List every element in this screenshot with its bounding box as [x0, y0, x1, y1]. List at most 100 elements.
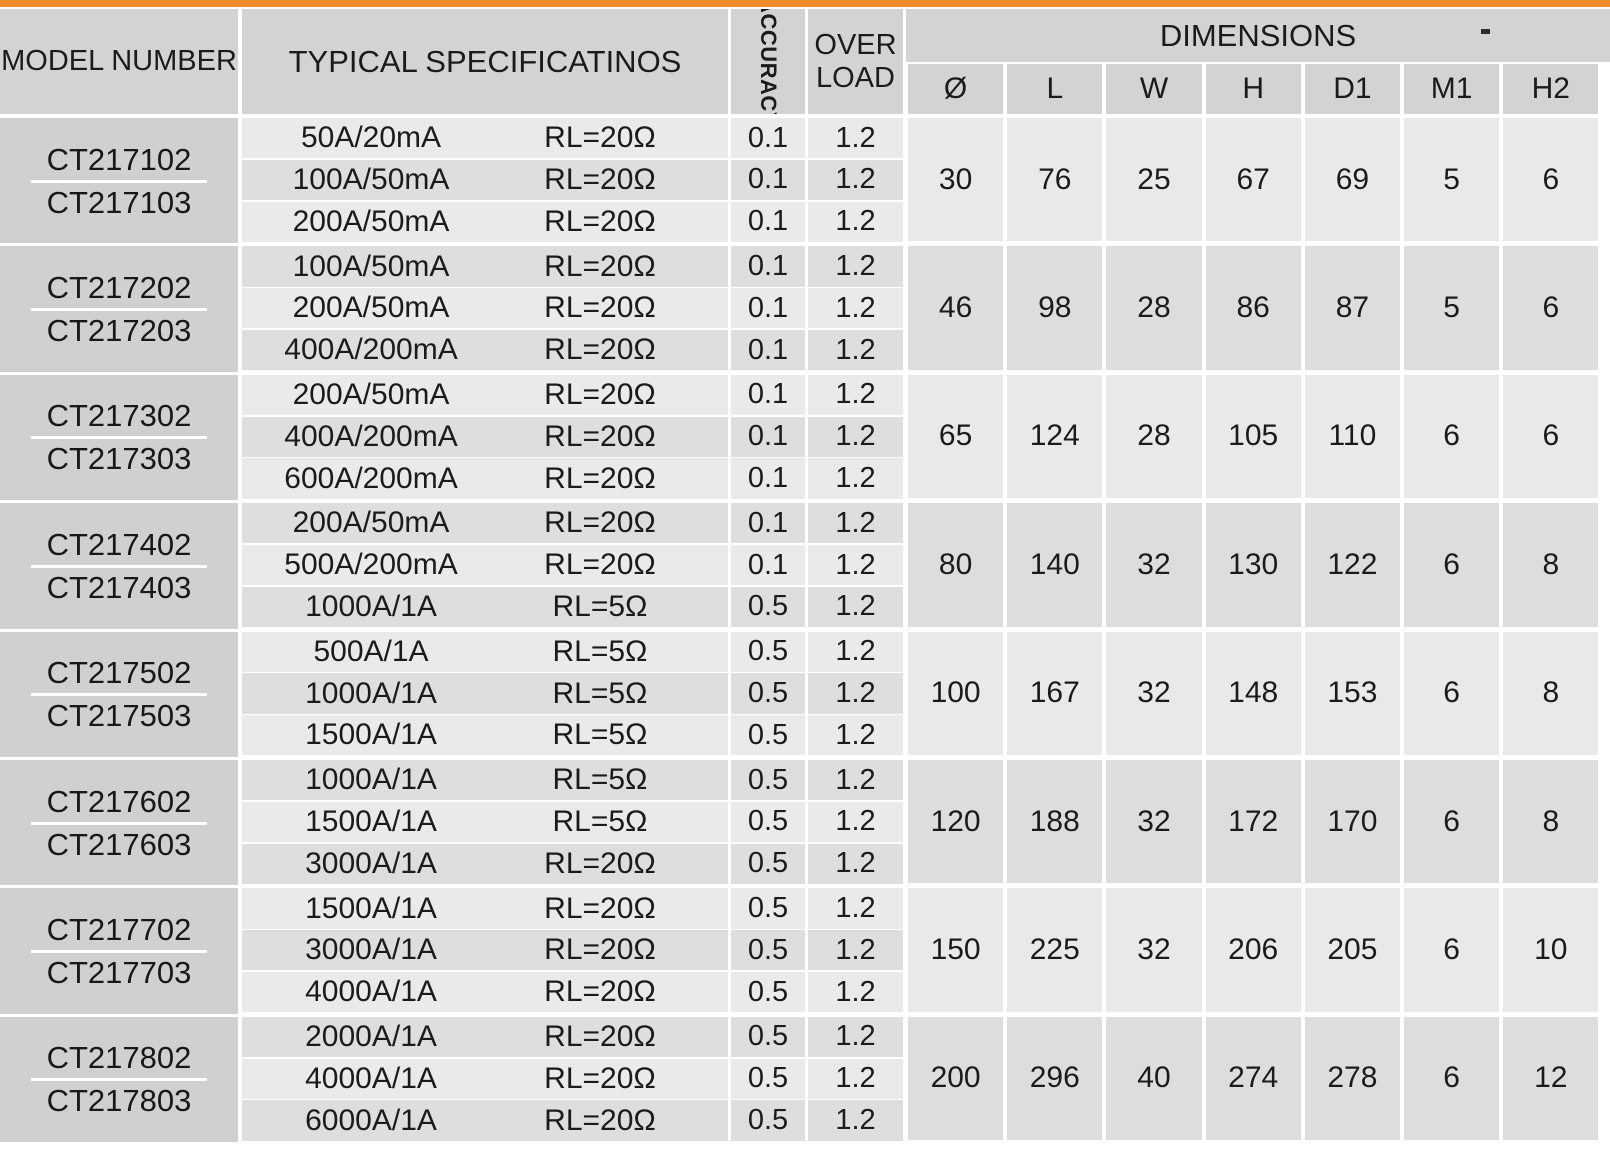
accuracy-cell: 0.1: [731, 545, 805, 586]
spec-cell: 4000A/1A RL=20Ω: [242, 972, 728, 1013]
dimension-cell-m1: 6: [1404, 760, 1500, 884]
header-dimension-l: L: [1007, 64, 1103, 114]
model-number-secondary: CT217103: [46, 184, 192, 220]
spec-burden-resistance: RL=20Ω: [544, 1103, 656, 1137]
model-number-separator: [31, 436, 207, 440]
dimension-cell-l: 296: [1007, 1016, 1103, 1141]
model-number-separator: [31, 693, 207, 697]
model-number-separator: [31, 179, 207, 183]
dimension-cell-w: 28: [1106, 374, 1202, 499]
model-number-primary: CT217202: [46, 270, 192, 306]
overload-cell: 1.2: [808, 545, 903, 586]
spec-rating: 1000A/1A: [305, 676, 437, 710]
overload-cell: 1.2: [808, 1058, 903, 1099]
model-number-primary: CT217802: [46, 1040, 192, 1076]
spec-burden-resistance: RL=20Ω: [544, 249, 656, 283]
spec-rating: 100A/50mA: [292, 249, 450, 283]
dimension-cell-m1: 5: [1404, 118, 1500, 242]
model-number-separator: [31, 950, 207, 954]
accuracy-cell: 0.5: [731, 930, 805, 971]
spec-rating: 200A/50mA: [292, 506, 450, 540]
overload-cell: 1.2: [808, 1016, 903, 1058]
model-number-primary: CT217302: [46, 398, 192, 434]
dimension-cell-h2: 12: [1503, 1016, 1599, 1141]
dimension-cell-d1: 122: [1304, 503, 1400, 627]
spec-burden-resistance: RL=20Ω: [544, 377, 656, 411]
dimension-cell-h2: 8: [1503, 631, 1599, 755]
spec-burden-resistance: RL=20Ω: [544, 933, 656, 967]
accuracy-cell: 0.1: [731, 118, 805, 159]
spec-cell: 400A/200mA RL=20Ω: [242, 416, 728, 457]
dimension-cell-h2: 8: [1503, 503, 1599, 627]
spec-cell: 500A/1A RL=5Ω: [242, 631, 728, 672]
spec-rating: 200A/50mA: [292, 377, 450, 411]
accuracy-cell: 0.5: [731, 715, 805, 756]
model-number-cell: CT217102 CT217103: [0, 118, 238, 244]
spec-burden-resistance: RL=20Ω: [544, 975, 656, 1009]
dimension-cell-h: 130: [1205, 503, 1301, 627]
spec-rating: 400A/200mA: [284, 333, 458, 367]
accuracy-cell: 0.5: [731, 1058, 805, 1099]
overload-cell: 1.2: [808, 159, 903, 201]
dimension-cell-w: 28: [1106, 246, 1202, 370]
dimension-cell-w: 40: [1106, 1016, 1202, 1141]
spec-burden-resistance: RL=5Ω: [552, 589, 648, 623]
dimension-cell-h: 206: [1205, 888, 1301, 1012]
spec-burden-resistance: RL=20Ω: [544, 548, 656, 582]
accuracy-cell: 0.1: [731, 330, 805, 371]
header-typical-specifications: TYPICAL SPECIFICATINOS: [242, 9, 728, 114]
dimension-cell-d1: 69: [1304, 118, 1400, 242]
overload-cell: 1.2: [808, 118, 903, 159]
header-accuracy-label: ACCURACY: [756, 9, 781, 114]
spec-cell: 3000A/1A RL=20Ω: [242, 930, 728, 971]
spec-cell: 1500A/1A RL=20Ω: [242, 888, 728, 929]
spec-cell: 200A/50mA RL=20Ω: [242, 201, 728, 242]
dimension-cell-l: 167: [1007, 631, 1103, 755]
model-number-separator: [31, 308, 207, 312]
overload-cell: 1.2: [808, 1100, 903, 1141]
header-dimension-h2: H2: [1503, 64, 1599, 114]
spec-rating: 1500A/1A: [305, 718, 437, 752]
spec-burden-resistance: RL=20Ω: [544, 419, 656, 453]
overload-cell: 1.2: [808, 288, 903, 329]
model-number-cell: CT217302 CT217303: [0, 374, 238, 501]
dimension-cell-d: 200: [908, 1016, 1004, 1141]
dimension-cell-w: 32: [1106, 760, 1202, 884]
model-number-primary: CT217402: [46, 526, 192, 562]
dimension-cell-h: 172: [1205, 760, 1301, 884]
dimension-cell-d1: 87: [1304, 246, 1400, 370]
spec-rating: 600A/200mA: [284, 461, 458, 495]
spec-rating: 2000A/1A: [305, 1019, 437, 1053]
model-number-secondary: CT217303: [46, 441, 192, 477]
model-number-separator: [31, 821, 207, 825]
header-dimension-d: Ø: [908, 64, 1004, 114]
overload-cell: 1.2: [808, 972, 903, 1013]
model-number-cell: CT217602 CT217603: [0, 760, 238, 886]
spec-rating: 1000A/1A: [305, 589, 437, 623]
accuracy-cell: 0.1: [731, 246, 805, 287]
header-dimension-m1: M1: [1404, 64, 1500, 114]
model-number-primary: CT217502: [46, 655, 192, 691]
spec-cell: 1500A/1A RL=5Ω: [242, 801, 728, 843]
dimension-cell-h: 148: [1205, 631, 1301, 755]
dimension-cell-l: 188: [1007, 760, 1103, 884]
dimension-cell-d: 150: [908, 888, 1004, 1012]
spec-cell: 400A/200mA RL=20Ω: [242, 330, 728, 371]
spec-rating: 1000A/1A: [305, 763, 437, 797]
spec-rating: 200A/50mA: [292, 291, 450, 325]
model-number-cell: CT217802 CT217803: [0, 1016, 238, 1143]
dimension-cell-m1: 6: [1404, 503, 1500, 627]
overload-cell: 1.2: [808, 801, 903, 843]
spec-burden-resistance: RL=5Ω: [552, 634, 648, 668]
model-number-separator: [31, 564, 207, 568]
accuracy-cell: 0.5: [731, 972, 805, 1013]
dimension-cell-m1: 6: [1404, 888, 1500, 1012]
dimension-cell-d: 80: [908, 503, 1004, 627]
overload-cell: 1.2: [808, 374, 903, 416]
model-number-primary: CT217102: [46, 141, 192, 177]
overload-cell: 1.2: [808, 930, 903, 971]
spec-cell: 1500A/1A RL=5Ω: [242, 715, 728, 756]
spec-burden-resistance: RL=20Ω: [544, 333, 656, 367]
accuracy-cell: 0.1: [731, 201, 805, 242]
spec-rating: 100A/50mA: [292, 162, 450, 196]
